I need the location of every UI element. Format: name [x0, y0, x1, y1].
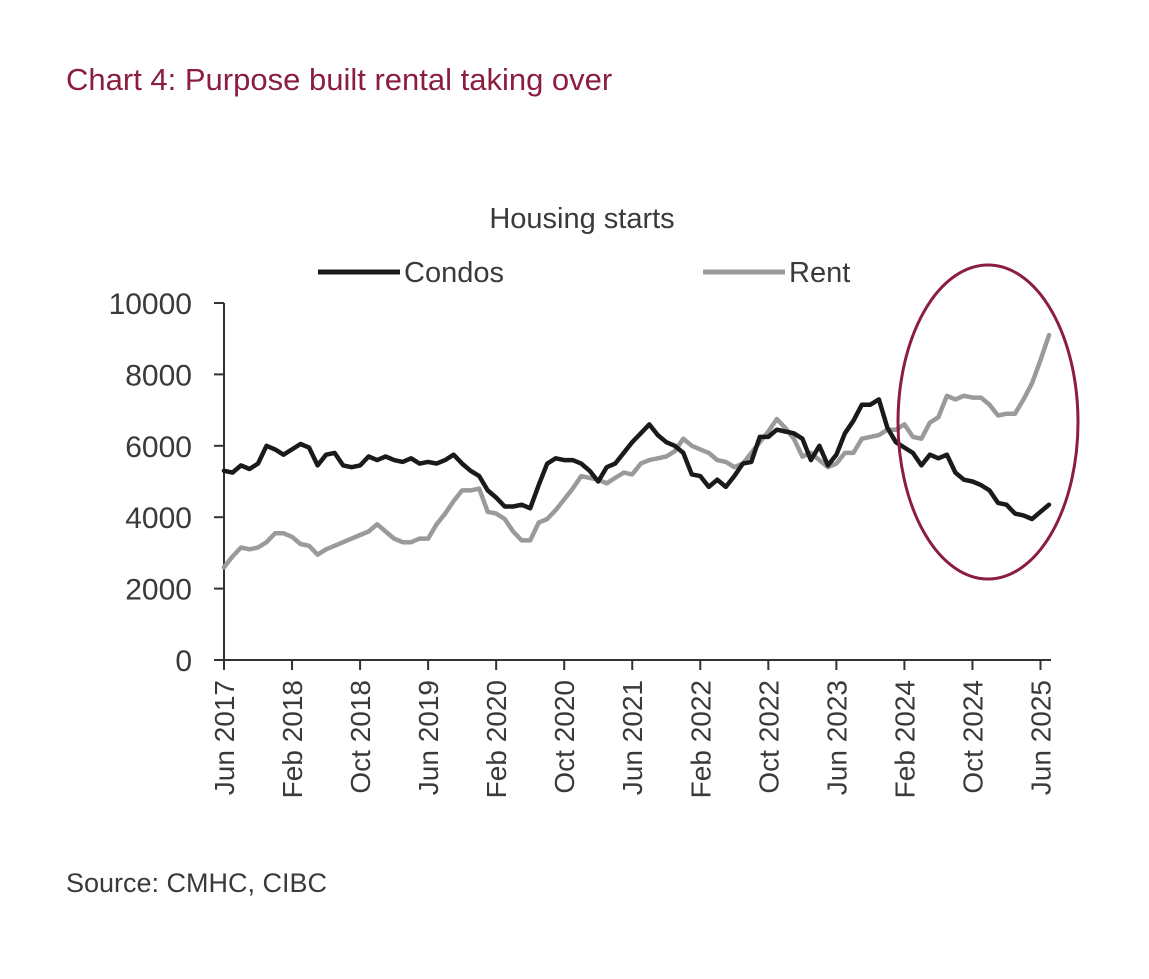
y-tick-label: 2000 — [125, 574, 192, 607]
chart-title: Chart 4: Purpose built rental taking ove… — [66, 62, 613, 97]
x-tick-label: Feb 2024 — [889, 680, 920, 798]
legend-condos-label: Condos — [404, 257, 504, 289]
series-line-rent — [221, 332, 1052, 570]
legend: Condos Rent — [318, 257, 850, 289]
x-tick-label: Oct 2020 — [549, 680, 580, 794]
plot-title: Housing starts — [489, 203, 674, 235]
x-tick-label: Jun 2021 — [617, 680, 648, 795]
source-note: Source: CMHC, CIBC — [66, 868, 328, 898]
x-tick-label: Jun 2017 — [209, 680, 240, 795]
y-tick-label: 8000 — [125, 359, 192, 392]
legend-rent-label: Rent — [789, 257, 850, 289]
y-tick-label: 0 — [175, 645, 192, 678]
x-tick-label: Feb 2018 — [277, 680, 308, 798]
y-tick-label: 4000 — [125, 502, 192, 535]
y-axis: 0 2000 4000 6000 8000 10000 — [109, 288, 225, 678]
x-tick-label: Feb 2022 — [685, 680, 716, 798]
x-tick-label: Jun 2019 — [413, 680, 444, 795]
y-tick-label: 6000 — [125, 431, 192, 464]
series-line-condos — [221, 397, 1052, 522]
x-axis: Jun 2017 Feb 2018 Oct 2018 Jun 2019 Feb 2020… — [209, 659, 1056, 798]
x-tick-label: Oct 2018 — [345, 680, 376, 794]
series-layer — [221, 332, 1052, 570]
highlight-ellipse — [896, 263, 1080, 581]
x-tick-label: Jun 2023 — [821, 680, 852, 795]
x-tick-label: Oct 2022 — [753, 680, 784, 794]
x-tick-label: Oct 2024 — [957, 680, 988, 794]
y-tick-label: 10000 — [109, 288, 192, 321]
x-tick-label: Feb 2020 — [481, 680, 512, 798]
x-tick-label: Jun 2025 — [1025, 680, 1056, 795]
